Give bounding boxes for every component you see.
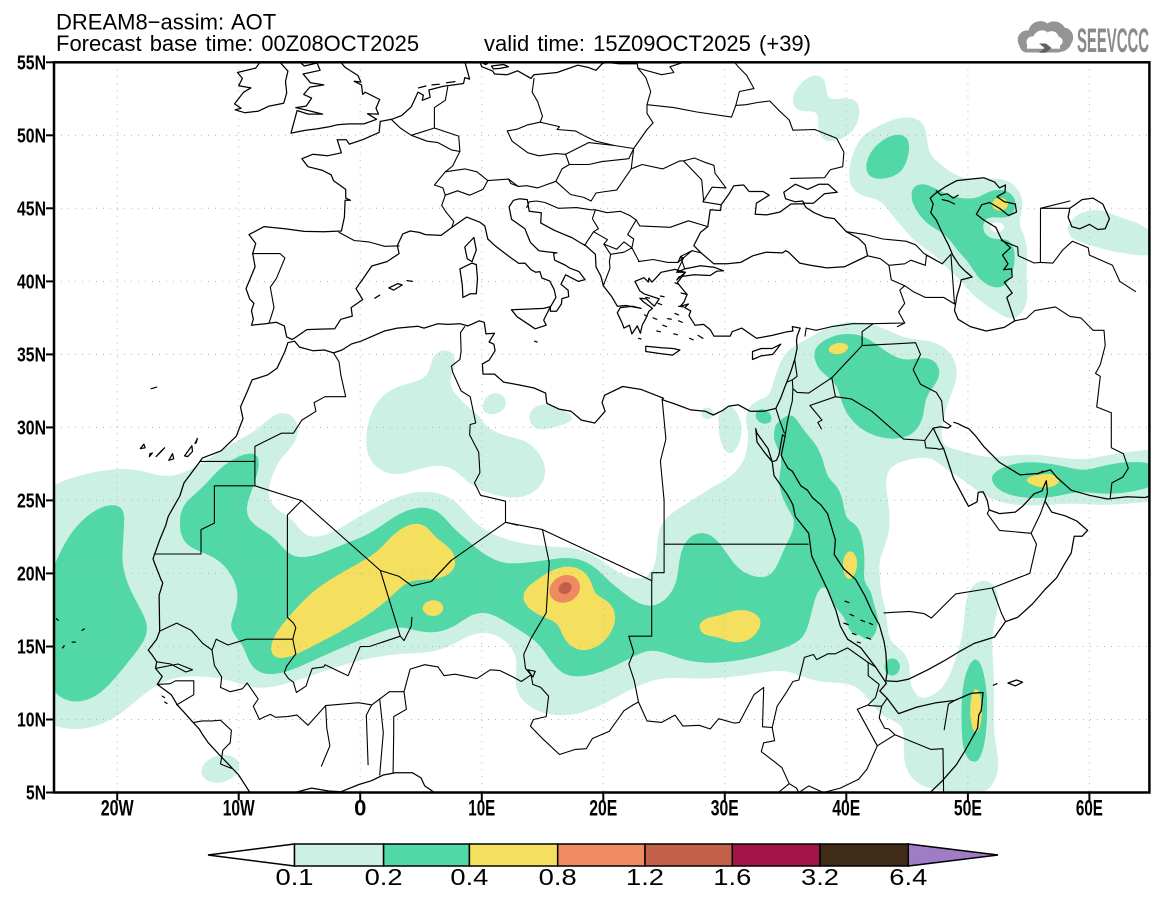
svg-text:1.6: 1.6 [713,864,751,890]
svg-text:0.2: 0.2 [365,864,403,890]
svg-text:30E: 30E [711,796,739,821]
svg-text:0.1: 0.1 [276,864,314,890]
svg-text:50E: 50E [954,796,982,821]
svg-text:20E: 20E [589,796,617,821]
svg-text:60E: 60E [1076,796,1103,821]
svg-text:0.4: 0.4 [450,864,488,890]
svg-text:10N: 10N [17,710,46,732]
svg-text:20N: 20N [17,563,46,585]
svg-text:50N: 50N [17,125,46,147]
svg-text:25N: 25N [17,490,46,512]
svg-text:40E: 40E [832,796,860,821]
svg-text:15N: 15N [17,637,46,659]
svg-text:1.2: 1.2 [626,864,664,890]
svg-text:45N: 45N [17,198,46,220]
svg-text:30N: 30N [17,417,46,439]
svg-text:0.8: 0.8 [539,864,577,890]
svg-text:5N: 5N [26,783,46,805]
svg-text:DREAM8−assim: AOT: DREAM8−assim: AOT [56,10,276,35]
svg-text:10E: 10E [468,796,495,821]
svg-text:0: 0 [354,796,366,821]
svg-text:20W: 20W [101,796,134,821]
svg-text:valid time: 15Z09OCT2025 (+39): valid time: 15Z09OCT2025 (+39) [484,31,811,56]
svg-text:10W: 10W [223,796,255,821]
svg-text:55N: 55N [17,52,46,74]
svg-text:3.2: 3.2 [801,864,839,890]
svg-text:40N: 40N [17,271,46,293]
svg-text:SEEVCCC: SEEVCCC [1077,22,1149,60]
svg-text:Forecast base time: 00Z08OCT20: Forecast base time: 00Z08OCT2025 [56,31,419,56]
svg-text:35N: 35N [17,344,46,366]
svg-text:6.4: 6.4 [889,864,927,890]
